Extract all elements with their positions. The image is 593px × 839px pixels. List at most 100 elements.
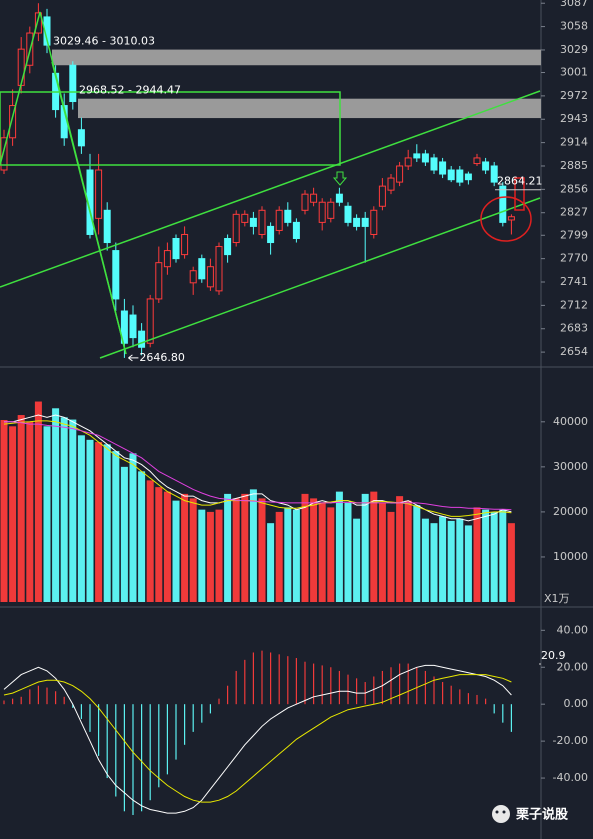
volume-bar [163,491,171,602]
y-tick-label: 20000 [553,505,588,518]
volume-bar [413,505,421,602]
candle-body [421,153,429,163]
volume-bar [353,518,361,602]
volume-bar [26,421,34,602]
candle-body [482,161,490,171]
candle-body [9,105,17,139]
candle-body [224,237,232,256]
volume-bar [267,523,275,602]
volume-bar [95,442,103,602]
candle-body [370,209,378,235]
volume-bar [499,509,507,602]
volume-bar [215,509,223,602]
highlight-circle [480,196,532,242]
watermark-icon [495,810,499,814]
volume-bar [284,507,292,602]
y-tick-label: 2654 [560,345,588,358]
volume-bar [361,493,369,602]
candle-body [327,201,335,219]
candle-body [387,177,395,191]
gap-label: 2968.52 - 2944.47 [79,84,181,97]
volume-bar [464,525,472,602]
y-tick-label: 2799 [560,228,588,241]
y-tick-label: 20.00 [557,660,589,673]
volume-bar [198,509,206,602]
volume-bar [138,471,146,602]
volume-bar [86,439,94,602]
volume-bar [335,491,343,602]
candle-body [95,169,103,219]
candle-body [344,205,352,223]
y-tick-label: 2827 [560,206,588,219]
candle-body [473,157,481,165]
volume-bar [112,451,120,602]
y-tick-label: 40000 [553,415,588,428]
volume-bar [181,493,189,602]
gap-zone [52,49,541,66]
volume-bar [482,509,490,602]
candle-body [335,193,343,203]
candle-body [198,258,206,280]
volume-bar [430,523,438,602]
y-tick-label: 2770 [560,252,588,265]
volume-bar [447,520,455,602]
y-tick-label: 2741 [560,275,588,288]
candle-body [215,246,223,292]
gap-layer [52,49,541,119]
volume-bar [310,498,318,602]
y-tick-label: 3001 [560,66,588,79]
candle-body [241,213,249,223]
volume-bar [69,419,77,602]
last-value-label: 20.9 [541,649,566,662]
volume-bar [120,466,128,602]
candle-body [17,48,25,86]
watermark-icon [492,805,510,823]
trend-box [0,91,341,166]
volume-bar [224,493,232,602]
y-tick-label: -40.00 [553,771,588,784]
gap-label: 3029.46 - 3010.03 [53,35,155,48]
candle-body [507,216,515,221]
y-tick-label: 2914 [560,136,588,149]
candle-body [430,157,438,171]
candle-body [456,169,464,183]
y-tick-label: 3058 [560,20,588,33]
watermark-text: 栗子说股 [516,807,568,823]
y-tick-label: 3087 [560,0,588,9]
candle-body [353,217,361,227]
candle-body [120,310,128,344]
candle-body [129,314,137,339]
volume-bar [34,401,42,602]
candle-body [378,185,386,207]
volume-bar [206,511,214,602]
candle-body [318,201,326,223]
watermark: 栗子说股 [492,805,568,823]
candle-body [103,209,111,244]
volume-bar [473,507,481,602]
candle-body [112,250,120,300]
volume-bar [301,493,309,602]
volume-bar [129,453,137,602]
trend-drawings [0,11,541,359]
volume-bar [387,511,395,602]
volume-bar [103,444,111,602]
volume-bar [146,480,154,602]
y-tick-label: 2943 [560,112,588,125]
candle-body [146,298,154,344]
channel-lower [99,197,541,359]
candle-body [267,225,275,244]
candle-body [155,262,163,300]
unit-label: X1万 [544,592,570,605]
y-tick-label: 2683 [560,322,588,335]
indicator-line [3,674,512,803]
low-marker [128,354,139,362]
volume-bar [507,523,515,602]
candle-body [0,137,8,171]
volume-bar [232,498,240,602]
candle-body [258,209,266,235]
volume-bar [60,417,68,602]
candle-body [292,221,300,239]
candle-body [310,193,318,203]
y-tick-label: 30000 [553,460,588,473]
